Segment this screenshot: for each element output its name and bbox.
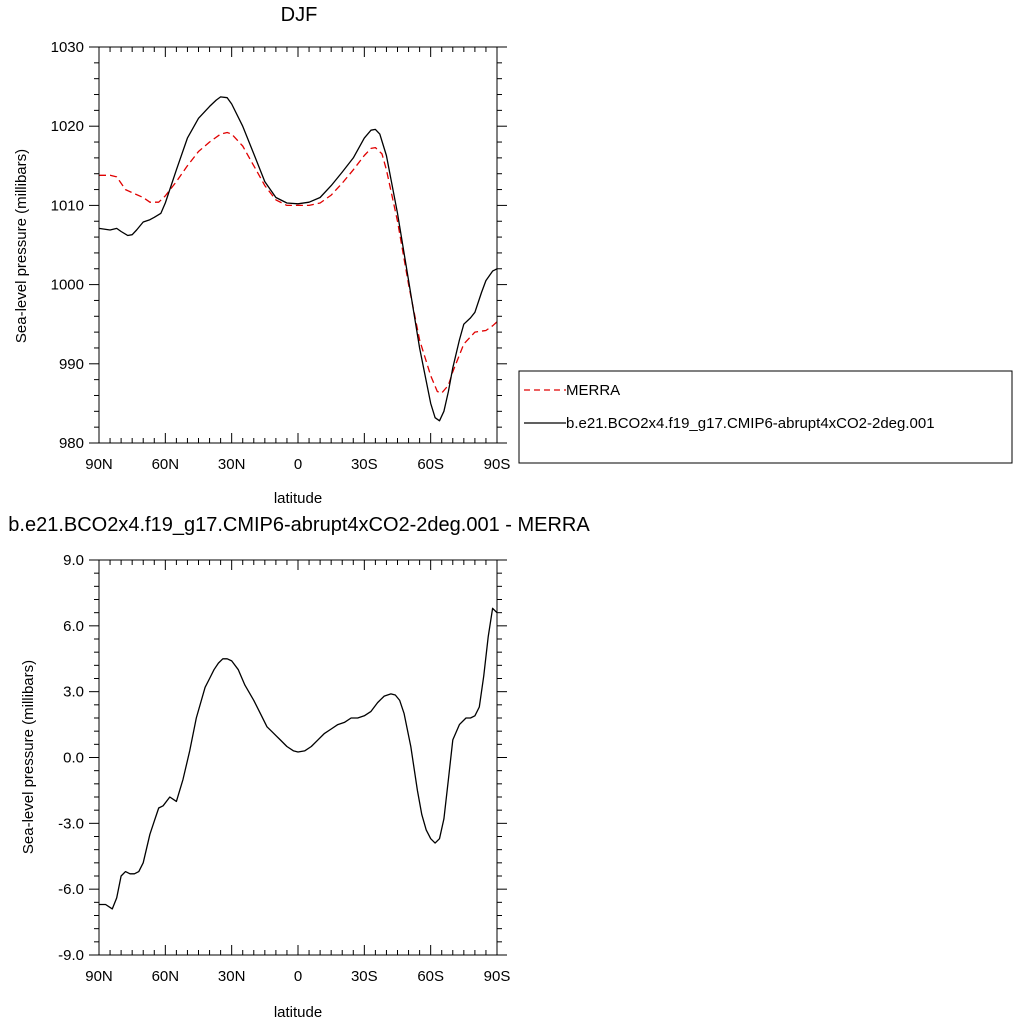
bottom-chart-panel: b.e21.BCO2x4.f19_g17.CMIP6-abrupt4xCO2-2…: [8, 514, 590, 1021]
x-tick-label: 30S: [351, 456, 378, 473]
bottom-chart-x-axis-label: latitude: [274, 1004, 322, 1021]
top-chart-x-axis-label: latitude: [274, 490, 322, 507]
model-series-line: [98, 96, 498, 422]
top-chart-title: DJF: [281, 4, 318, 26]
y-tick-label: 1020: [51, 118, 84, 135]
legend-label-model: b.e21.BCO2x4.f19_g17.CMIP6-abrupt4xCO2-2…: [566, 415, 935, 432]
y-tick-label: 990: [59, 356, 84, 373]
x-tick-label: 60N: [152, 968, 180, 985]
x-tick-label: 30S: [351, 968, 378, 985]
y-tick-label: 0.0: [63, 750, 84, 767]
legend: MERRA b.e21.BCO2x4.f19_g17.CMIP6-abrupt4…: [518, 370, 1013, 464]
x-tick-label: 90S: [484, 968, 511, 985]
top-chart-plot-frame: [98, 46, 498, 444]
y-tick-label: 1000: [51, 277, 84, 294]
bottom-chart-y-axis-label: Sea-level pressure (millibars): [20, 660, 37, 854]
x-tick-label: 30N: [218, 968, 246, 985]
legend-label-merra: MERRA: [566, 382, 620, 399]
y-tick-label: -9.0: [58, 947, 84, 964]
y-tick-label: -6.0: [58, 881, 84, 898]
x-tick-label: 60S: [417, 968, 444, 985]
y-tick-label: 9.0: [63, 552, 84, 569]
y-tick-label: 3.0: [63, 684, 84, 701]
y-tick-label: 980: [59, 435, 84, 452]
x-tick-label: 90N: [85, 456, 113, 473]
x-tick-label: 0: [294, 456, 302, 473]
x-tick-label: 90N: [85, 968, 113, 985]
merra-series-line: [99, 131, 498, 394]
x-tick-label: 30N: [218, 456, 246, 473]
x-tick-label: 60N: [152, 456, 180, 473]
difference-series-line: [99, 607, 498, 910]
top-chart-y-axis-label: Sea-level pressure (millibars): [13, 149, 30, 343]
y-tick-label: 6.0: [63, 618, 84, 635]
top-chart-panel: DJF 90N 60N 30N 0 30S 60S 90S 980 990 1000 1010 102…: [13, 4, 510, 507]
bottom-chart-title: b.e21.BCO2x4.f19_g17.CMIP6-abrupt4xCO2-2…: [8, 514, 590, 536]
y-tick-label: 1010: [51, 197, 84, 214]
y-tick-label: -3.0: [58, 815, 84, 832]
legend-box: [518, 370, 1013, 464]
y-tick-label: 1030: [51, 39, 84, 56]
x-tick-label: 60S: [417, 456, 444, 473]
bottom-chart-plot-frame: [98, 559, 498, 956]
x-tick-label: 90S: [484, 456, 511, 473]
x-tick-label: 0: [294, 968, 302, 985]
